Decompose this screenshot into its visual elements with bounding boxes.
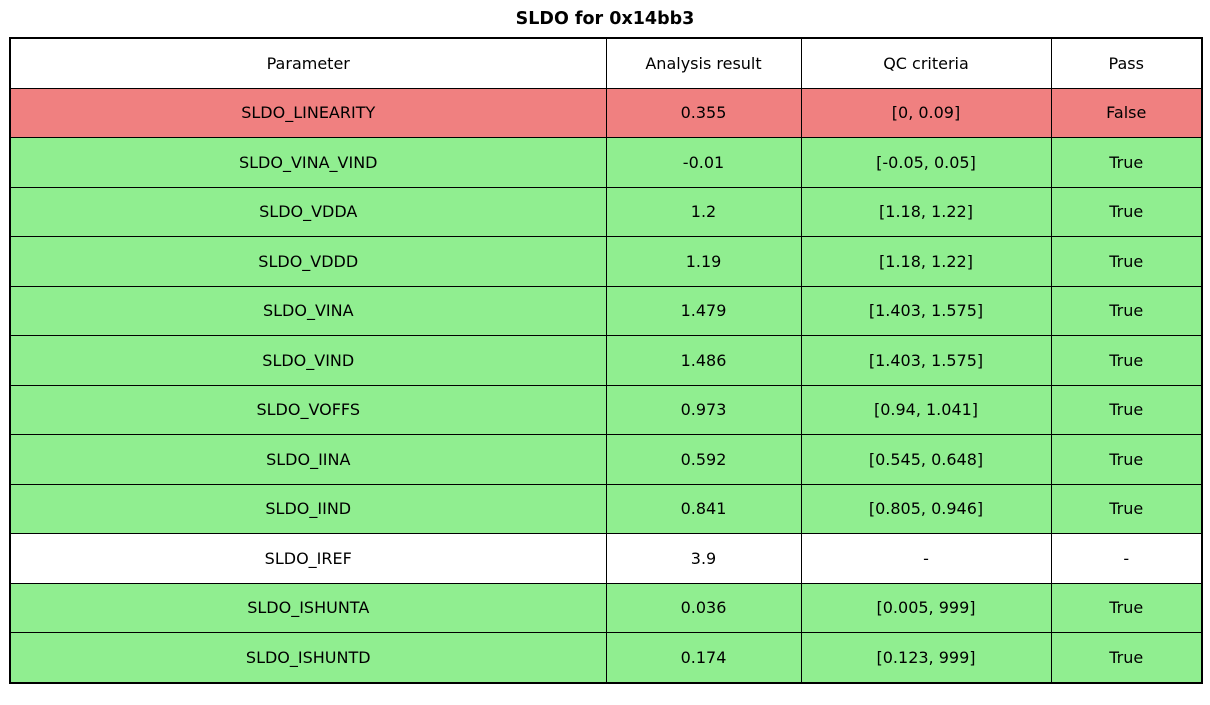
table-row: SLDO_VIND 1.486 [1.403, 1.575] True xyxy=(9,335,1203,386)
cell-analysis-result: 0.841 xyxy=(605,483,802,534)
cell-qc-criteria: [0.005, 999] xyxy=(800,582,1052,633)
cell-qc-criteria: [0.123, 999] xyxy=(800,632,1052,683)
cell-analysis-result: 3.9 xyxy=(605,533,802,584)
cell-analysis-result: 0.592 xyxy=(605,434,802,485)
cell-parameter: SLDO_VDDD xyxy=(9,236,607,287)
column-header-parameter: Parameter xyxy=(9,37,607,89)
table-row: SLDO_VINA 1.479 [1.403, 1.575] True xyxy=(9,285,1203,336)
table-row: SLDO_LINEARITY 0.355 [0, 0.09] False xyxy=(9,87,1203,138)
cell-pass: True xyxy=(1050,285,1203,336)
cell-analysis-result: 0.355 xyxy=(605,87,802,138)
cell-qc-criteria: - xyxy=(800,533,1052,584)
cell-parameter: SLDO_VIND xyxy=(9,335,607,386)
cell-qc-criteria: [-0.05, 0.05] xyxy=(800,137,1052,188)
cell-qc-criteria: [1.403, 1.575] xyxy=(800,285,1052,336)
column-header-pass: Pass xyxy=(1050,37,1203,89)
cell-pass: True xyxy=(1050,582,1203,633)
cell-qc-criteria: [1.18, 1.22] xyxy=(800,186,1052,237)
cell-analysis-result: 1.2 xyxy=(605,186,802,237)
cell-parameter: SLDO_VDDA xyxy=(9,186,607,237)
cell-parameter: SLDO_ISHUNTA xyxy=(9,582,607,633)
table-row: SLDO_ISHUNTD 0.174 [0.123, 999] True xyxy=(9,632,1203,683)
cell-pass: True xyxy=(1050,137,1203,188)
table-row: SLDO_VINA_VIND -0.01 [-0.05, 0.05] True xyxy=(9,137,1203,188)
cell-analysis-result: 1.479 xyxy=(605,285,802,336)
qc-table: Parameter Analysis result QC criteria Pa… xyxy=(9,37,1203,684)
table-row: SLDO_IINA 0.592 [0.545, 0.648] True xyxy=(9,434,1203,485)
cell-parameter: SLDO_VINA xyxy=(9,285,607,336)
cell-pass: True xyxy=(1050,632,1203,683)
table-row: SLDO_VOFFS 0.973 [0.94, 1.041] True xyxy=(9,384,1203,435)
cell-pass: - xyxy=(1050,533,1203,584)
cell-parameter: SLDO_IIND xyxy=(9,483,607,534)
cell-qc-criteria: [1.18, 1.22] xyxy=(800,236,1052,287)
cell-parameter: SLDO_LINEARITY xyxy=(9,87,607,138)
cell-pass: False xyxy=(1050,87,1203,138)
cell-analysis-result: 0.973 xyxy=(605,384,802,435)
cell-parameter: SLDO_IREF xyxy=(9,533,607,584)
cell-pass: True xyxy=(1050,434,1203,485)
page-title: SLDO for 0x14bb3 xyxy=(515,9,695,29)
table-row: SLDO_IIND 0.841 [0.805, 0.946] True xyxy=(9,483,1203,534)
cell-parameter: SLDO_VOFFS xyxy=(9,384,607,435)
cell-parameter: SLDO_IINA xyxy=(9,434,607,485)
table-row: SLDO_IREF 3.9 - - xyxy=(9,533,1203,584)
cell-analysis-result: 1.19 xyxy=(605,236,802,287)
cell-qc-criteria: [0.545, 0.648] xyxy=(800,434,1052,485)
cell-analysis-result: -0.01 xyxy=(605,137,802,188)
cell-pass: True xyxy=(1050,335,1203,386)
column-header-qc-criteria: QC criteria xyxy=(800,37,1052,89)
cell-parameter: SLDO_VINA_VIND xyxy=(9,137,607,188)
cell-analysis-result: 1.486 xyxy=(605,335,802,386)
cell-analysis-result: 0.174 xyxy=(605,632,802,683)
cell-pass: True xyxy=(1050,186,1203,237)
table-row: SLDO_ISHUNTA 0.036 [0.005, 999] True xyxy=(9,582,1203,633)
cell-pass: True xyxy=(1050,384,1203,435)
cell-qc-criteria: [1.403, 1.575] xyxy=(800,335,1052,386)
header-row: Parameter Analysis result QC criteria Pa… xyxy=(9,37,1203,89)
table-row: SLDO_VDDA 1.2 [1.18, 1.22] True xyxy=(9,186,1203,237)
cell-analysis-result: 0.036 xyxy=(605,582,802,633)
qc-table-body: SLDO_LINEARITY 0.355 [0, 0.09] False SLD… xyxy=(9,87,1203,683)
table-row: SLDO_VDDD 1.19 [1.18, 1.22] True xyxy=(9,236,1203,287)
cell-qc-criteria: [0.94, 1.041] xyxy=(800,384,1052,435)
cell-pass: True xyxy=(1050,483,1203,534)
cell-qc-criteria: [0, 0.09] xyxy=(800,87,1052,138)
cell-qc-criteria: [0.805, 0.946] xyxy=(800,483,1052,534)
cell-parameter: SLDO_ISHUNTD xyxy=(9,632,607,683)
cell-pass: True xyxy=(1050,236,1203,287)
column-header-analysis-result: Analysis result xyxy=(605,37,802,89)
qc-table-header: Parameter Analysis result QC criteria Pa… xyxy=(9,37,1203,89)
